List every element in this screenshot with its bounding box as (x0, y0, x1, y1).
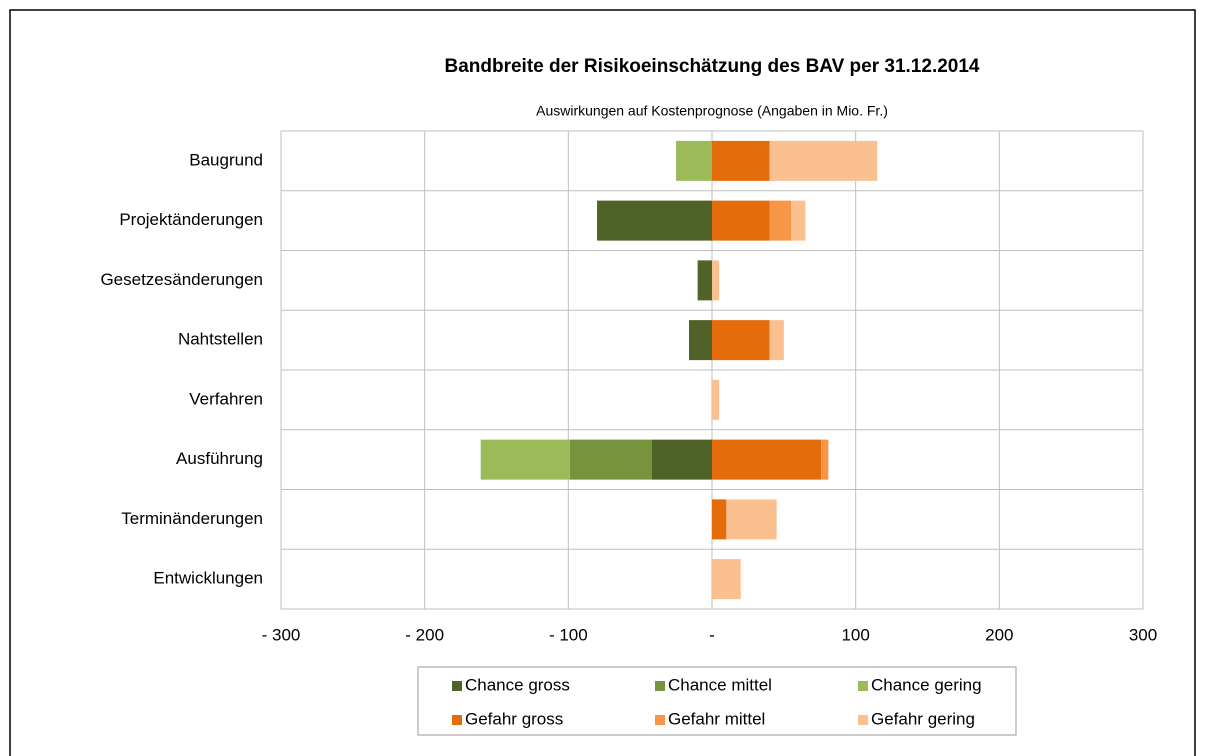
legend-label: Chance gross (465, 675, 570, 694)
y-tick-label: Ausführung (176, 449, 263, 468)
y-tick-label: Terminänderungen (121, 509, 263, 528)
bar (712, 140, 770, 181)
bar (676, 140, 712, 181)
x-tick-label: - 300 (262, 625, 301, 644)
y-tick-label: Gesetzesänderungen (100, 270, 263, 289)
x-tick-label: - 100 (549, 625, 588, 644)
y-tick-label: Entwicklungen (153, 569, 263, 588)
bar (712, 200, 770, 241)
x-tick-label: - (709, 625, 715, 644)
bar (597, 200, 712, 241)
bar (712, 499, 727, 540)
x-tick-label: 200 (985, 625, 1013, 644)
x-tick-label: 100 (841, 625, 869, 644)
legend-swatch (655, 715, 665, 725)
legend (417, 666, 1017, 736)
legend-swatch (452, 681, 462, 691)
bar (769, 320, 784, 361)
legend-swatch (655, 681, 665, 691)
legend-label: Chance gering (871, 675, 982, 694)
bar (712, 320, 770, 361)
bar (712, 260, 720, 301)
legend-label: Gefahr mittel (668, 709, 765, 728)
bar (769, 140, 878, 181)
y-tick-label: Nahtstellen (178, 330, 263, 349)
bar (712, 439, 822, 480)
bar (769, 200, 792, 241)
legend-swatch (858, 715, 868, 725)
bar (821, 439, 829, 480)
bar (480, 439, 570, 480)
legend-swatch (858, 681, 868, 691)
legend-label: Chance mittel (668, 675, 772, 694)
bar (689, 320, 712, 361)
bar (791, 200, 806, 241)
frame (9, 9, 1196, 756)
bar (569, 439, 652, 480)
y-tick-label: Verfahren (189, 389, 263, 408)
chart-subtitle: Auswirkungen auf Kostenprognose (Angaben… (536, 103, 888, 119)
bar (712, 379, 720, 420)
x-tick-label: - 200 (405, 625, 444, 644)
x-tick-label: 300 (1129, 625, 1157, 644)
y-tick-label: Projektänderungen (119, 210, 263, 229)
legend-label: Gefahr gross (465, 709, 563, 728)
chart-title: Bandbreite der Risikoeinschätzung des BA… (444, 56, 979, 77)
bar (651, 439, 712, 480)
y-tick-label: Baugrund (189, 150, 263, 169)
bar (726, 499, 777, 540)
bar (712, 559, 741, 600)
legend-label: Gefahr gering (871, 709, 975, 728)
bar (697, 260, 712, 301)
legend-swatch (452, 715, 462, 725)
